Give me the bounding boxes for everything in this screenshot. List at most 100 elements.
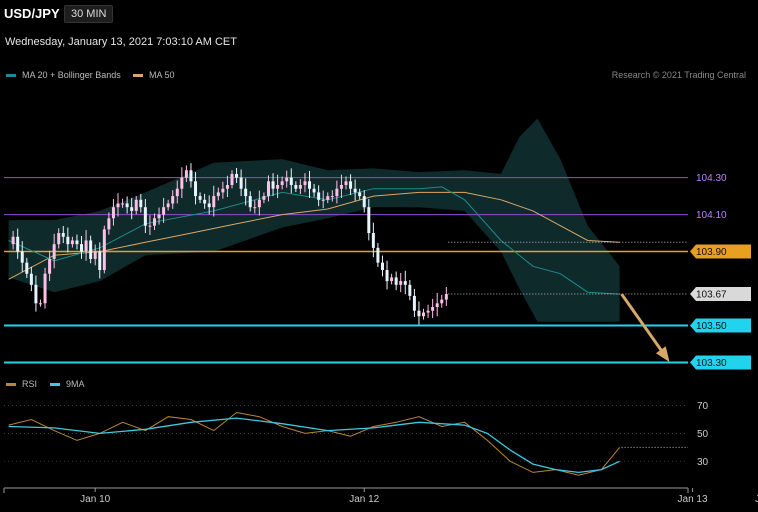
legend-9ma: 9MA (50, 379, 85, 389)
x-tick-label-1: Jan 12 (349, 494, 379, 505)
candle (426, 310, 430, 313)
candle (285, 177, 289, 182)
legend-ma50-label: MA 50 (149, 70, 175, 80)
candle (198, 196, 202, 200)
candle (20, 251, 24, 263)
candle (203, 199, 207, 204)
candle (435, 303, 439, 307)
candle (308, 181, 312, 189)
candle (84, 240, 88, 252)
candle (175, 188, 179, 197)
candle (121, 203, 125, 205)
price-label-2: 103.90 (696, 247, 727, 258)
candle (134, 199, 138, 211)
candle (43, 273, 47, 304)
candle (276, 185, 280, 189)
legend-rsi-swatch (6, 382, 16, 386)
candle (235, 173, 239, 178)
candle (48, 258, 52, 274)
candle (248, 196, 252, 208)
candle (394, 277, 398, 285)
candle (221, 188, 225, 193)
candle (244, 188, 248, 197)
price-label-0: 104.30 (696, 173, 727, 184)
rsi-line (8, 411, 620, 476)
legend-9ma-swatch (50, 382, 60, 386)
candle (298, 185, 302, 189)
x-tick-label-0: Jan 10 (80, 494, 110, 505)
candle (321, 199, 325, 201)
candle (358, 192, 362, 197)
candle (116, 203, 120, 208)
candle (385, 270, 389, 282)
candle (111, 207, 115, 219)
candle (130, 207, 134, 211)
candle (380, 262, 384, 271)
candle (339, 185, 343, 189)
candle (335, 188, 339, 197)
candle (408, 284, 412, 296)
candle (390, 277, 394, 282)
candle (11, 236, 15, 245)
legend-9ma-label: 9MA (66, 379, 85, 389)
legend-ma20-swatch (6, 73, 16, 77)
rsi-tick-label-2: 30 (697, 457, 709, 468)
research-credit: Research © 2021 Trading Central (611, 70, 746, 80)
candle (266, 181, 270, 197)
price-label-bg-3 (690, 287, 751, 302)
candle (317, 192, 321, 200)
price-label-bg-2 (690, 244, 751, 259)
forecast-arrow (620, 293, 669, 360)
timeframe-badge[interactable]: 30 MIN (64, 5, 114, 23)
candle (166, 203, 170, 208)
x-tick-label-2: Jan 13 (678, 494, 708, 505)
candle (157, 214, 161, 219)
candle (289, 177, 293, 186)
legend-ma50-swatch (133, 73, 143, 77)
candle (312, 188, 316, 193)
candle (52, 244, 56, 259)
candle (444, 294, 448, 300)
candle (417, 310, 421, 317)
price-label-5: 103.30 (696, 358, 727, 369)
candle (271, 181, 275, 189)
legend-ma20: MA 20 + Bollinger Bands (6, 70, 121, 80)
price-label-4: 103.50 (696, 321, 727, 332)
candle (80, 244, 84, 252)
legend-rsi: RSI (6, 379, 37, 389)
price-label-1: 104.10 (696, 210, 727, 221)
candle (139, 199, 143, 208)
candle (239, 177, 243, 189)
candle (61, 233, 65, 237)
candle (125, 203, 129, 208)
candle (326, 196, 330, 200)
candle (225, 185, 229, 189)
candle (148, 225, 152, 227)
rsi-tick-label-0: 70 (697, 401, 709, 412)
forecast-arrow-head (655, 346, 670, 363)
candle (367, 207, 371, 234)
candle (376, 247, 380, 263)
candle (399, 281, 403, 285)
candle (294, 185, 298, 189)
candle (212, 196, 216, 208)
candle (440, 299, 444, 304)
legend-rsi-label: RSI (22, 379, 38, 389)
candle (184, 170, 188, 178)
candle (34, 284, 38, 304)
candle (230, 173, 234, 186)
candle (257, 199, 261, 208)
candle (216, 192, 220, 197)
chart-datetime: Wednesday, January 13, 2021 7:03:10 AM C… (5, 36, 237, 48)
candle (102, 229, 106, 271)
candle (362, 196, 366, 208)
candle (349, 181, 353, 189)
legend-ma20-label: MA 20 + Bollinger Bands (22, 70, 121, 80)
candle (25, 262, 29, 274)
price-label-bg-5 (690, 355, 751, 370)
candle (143, 207, 147, 226)
legend-ma50: MA 50 (133, 70, 175, 80)
ma20-line (8, 186, 620, 295)
candle (38, 303, 42, 305)
